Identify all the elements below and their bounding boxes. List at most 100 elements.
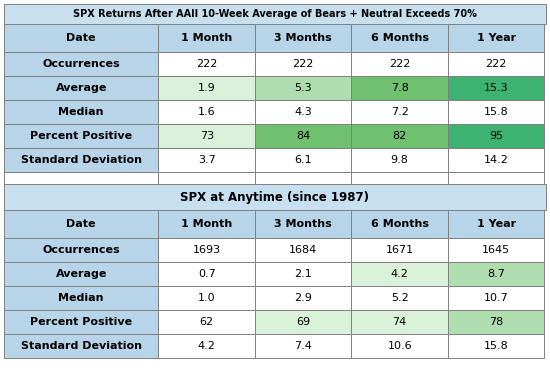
Text: 15.8: 15.8	[484, 341, 509, 351]
Bar	[4, 124, 158, 148]
Text: 1.0: 1.0	[198, 293, 216, 303]
Bar	[4, 24, 158, 52]
Bar	[255, 172, 351, 184]
Text: 15.8: 15.8	[484, 107, 509, 117]
Text: 10.6: 10.6	[387, 341, 412, 351]
Bar	[255, 286, 351, 310]
Text: 4.2: 4.2	[198, 341, 216, 351]
Bar	[351, 148, 448, 172]
Bar	[448, 24, 544, 52]
Bar	[448, 262, 544, 286]
Bar	[351, 262, 448, 286]
Text: 2.1: 2.1	[294, 269, 312, 279]
Text: 1693: 1693	[192, 245, 221, 255]
Text: 4.2: 4.2	[390, 269, 409, 279]
Bar	[158, 24, 255, 52]
Text: 0.7: 0.7	[198, 269, 216, 279]
Text: Median: Median	[58, 107, 104, 117]
Bar	[351, 52, 448, 76]
Bar	[158, 334, 255, 358]
Text: Average: Average	[56, 269, 107, 279]
Bar	[255, 124, 351, 148]
Text: 2.9: 2.9	[294, 293, 312, 303]
Text: 1684: 1684	[289, 245, 317, 255]
Bar	[255, 100, 351, 124]
Text: 95: 95	[489, 131, 503, 141]
Text: Date: Date	[67, 33, 96, 43]
Bar	[4, 238, 158, 262]
Text: 1 Year: 1 Year	[476, 219, 516, 229]
Text: 6 Months: 6 Months	[371, 219, 428, 229]
Text: 74: 74	[393, 317, 407, 327]
Bar	[158, 148, 255, 172]
Bar	[351, 172, 448, 184]
Text: Occurrences: Occurrences	[42, 59, 120, 69]
Bar	[158, 100, 255, 124]
Bar	[158, 52, 255, 76]
Bar	[448, 76, 544, 100]
Text: 7.4: 7.4	[294, 341, 312, 351]
Bar	[351, 76, 448, 100]
Bar	[448, 52, 544, 76]
Text: 14.2: 14.2	[483, 155, 509, 165]
Bar	[255, 238, 351, 262]
Text: Average: Average	[56, 83, 107, 93]
Bar	[158, 124, 255, 148]
Bar	[448, 124, 544, 148]
Text: 1 Month: 1 Month	[181, 33, 232, 43]
Text: Median: Median	[58, 293, 104, 303]
Bar	[4, 172, 158, 184]
Text: 1 Year: 1 Year	[476, 33, 516, 43]
Text: 3 Months: 3 Months	[274, 219, 332, 229]
Bar	[351, 210, 448, 238]
Bar	[448, 148, 544, 172]
Bar	[351, 286, 448, 310]
Text: 62: 62	[200, 317, 214, 327]
Bar	[4, 52, 158, 76]
Text: 69: 69	[296, 317, 310, 327]
Bar	[351, 100, 448, 124]
Text: Standard Deviation: Standard Deviation	[21, 341, 142, 351]
Bar	[448, 210, 544, 238]
Bar	[255, 148, 351, 172]
Bar	[4, 100, 158, 124]
Text: 222: 222	[389, 59, 410, 69]
Bar	[351, 334, 448, 358]
Bar	[158, 210, 255, 238]
Text: Standard Deviation: Standard Deviation	[21, 155, 142, 165]
Bar	[4, 148, 158, 172]
Text: 3.7: 3.7	[198, 155, 216, 165]
Bar	[448, 172, 544, 184]
Text: 1 Month: 1 Month	[181, 219, 232, 229]
Text: Percent Positive: Percent Positive	[30, 317, 133, 327]
Text: 6.1: 6.1	[294, 155, 312, 165]
Bar	[4, 286, 158, 310]
Text: 10.7: 10.7	[484, 293, 509, 303]
Bar	[4, 334, 158, 358]
Bar	[448, 334, 544, 358]
Bar	[448, 310, 544, 334]
Text: 7.2: 7.2	[390, 107, 409, 117]
Text: 1.6: 1.6	[198, 107, 216, 117]
Text: 6 Months: 6 Months	[371, 33, 428, 43]
Bar	[448, 286, 544, 310]
Text: 15.3: 15.3	[484, 83, 508, 93]
Text: 1645: 1645	[482, 245, 510, 255]
Text: 222: 222	[196, 59, 217, 69]
Bar	[4, 184, 546, 210]
Text: Occurrences: Occurrences	[42, 245, 120, 255]
Bar	[4, 4, 546, 24]
Text: 1671: 1671	[386, 245, 414, 255]
Bar	[351, 310, 448, 334]
Bar	[4, 76, 158, 100]
Text: 1.9: 1.9	[198, 83, 216, 93]
Text: 4.3: 4.3	[294, 107, 312, 117]
Text: 222: 222	[293, 59, 314, 69]
Text: 3 Months: 3 Months	[274, 33, 332, 43]
Text: 5.3: 5.3	[294, 83, 312, 93]
Text: 73: 73	[200, 131, 214, 141]
Bar	[4, 262, 158, 286]
Bar	[255, 262, 351, 286]
Bar	[448, 238, 544, 262]
Text: Date: Date	[67, 219, 96, 229]
